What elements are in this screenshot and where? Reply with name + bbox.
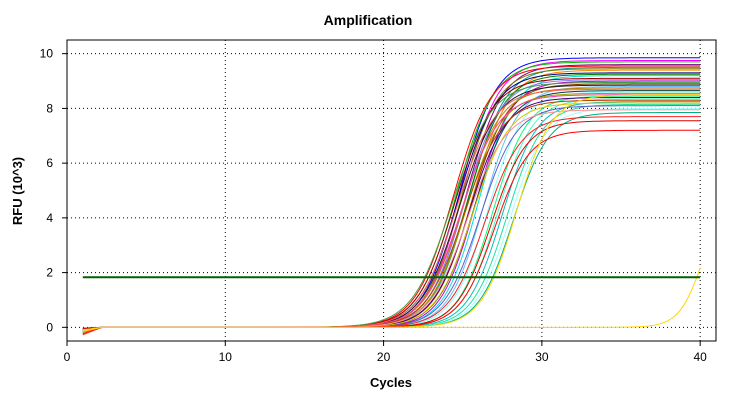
x-tick-label: 40 bbox=[693, 350, 707, 364]
series-line-35 bbox=[82, 112, 701, 331]
y-tick-label: 10 bbox=[40, 47, 54, 61]
series-line-28 bbox=[82, 99, 701, 335]
series-line-18 bbox=[82, 86, 701, 331]
series-line-22 bbox=[82, 91, 701, 334]
series-line-6 bbox=[82, 66, 701, 335]
y-tick-label: 2 bbox=[46, 266, 53, 280]
series-line-33 bbox=[82, 107, 701, 332]
series-line-36 bbox=[82, 116, 701, 335]
series-line-26 bbox=[82, 96, 701, 330]
series-line-7 bbox=[82, 68, 701, 330]
chart-title: Amplification bbox=[324, 12, 413, 28]
y-tick-label: 6 bbox=[46, 156, 53, 170]
plot-frame bbox=[66, 39, 717, 342]
series-line-14 bbox=[82, 80, 701, 335]
y-axis-label: RFU (10^3) bbox=[10, 157, 25, 225]
x-tick-label: 10 bbox=[219, 350, 233, 364]
series-line-9 bbox=[82, 72, 701, 333]
series-line-10 bbox=[82, 73, 701, 332]
series-line-21 bbox=[82, 90, 701, 330]
x-tick-label: 30 bbox=[535, 350, 549, 364]
series-line-1 bbox=[82, 57, 701, 329]
y-axis-ticks: 0 2 4 6 8 10 bbox=[40, 47, 67, 334]
x-tick-label: 0 bbox=[64, 350, 71, 364]
x-axis-label: Cycles bbox=[370, 375, 412, 390]
y-tick-label: 8 bbox=[46, 101, 53, 115]
series-line-23 bbox=[82, 92, 701, 329]
series-line-19 bbox=[82, 87, 701, 331]
series-line-12 bbox=[82, 77, 701, 330]
series-line-34 bbox=[82, 109, 701, 330]
series-line-17 bbox=[82, 84, 701, 332]
series-layer bbox=[82, 57, 701, 336]
x-axis-ticks: 0 10 20 30 40 bbox=[64, 341, 707, 364]
series-line-20 bbox=[82, 88, 701, 336]
x-tick-label: 20 bbox=[377, 350, 391, 364]
y-tick-label: 0 bbox=[46, 320, 53, 334]
y-tick-label: 4 bbox=[46, 211, 53, 225]
series-line-25 bbox=[82, 95, 701, 332]
series-line-15 bbox=[82, 81, 701, 330]
series-line-37 bbox=[82, 120, 701, 330]
series-line-40 bbox=[82, 267, 701, 331]
series-line-4 bbox=[82, 64, 701, 330]
series-line-38 bbox=[82, 129, 701, 333]
series-line-2 bbox=[82, 60, 701, 332]
series-line-27 bbox=[82, 98, 701, 331]
series-line-29 bbox=[82, 101, 701, 330]
